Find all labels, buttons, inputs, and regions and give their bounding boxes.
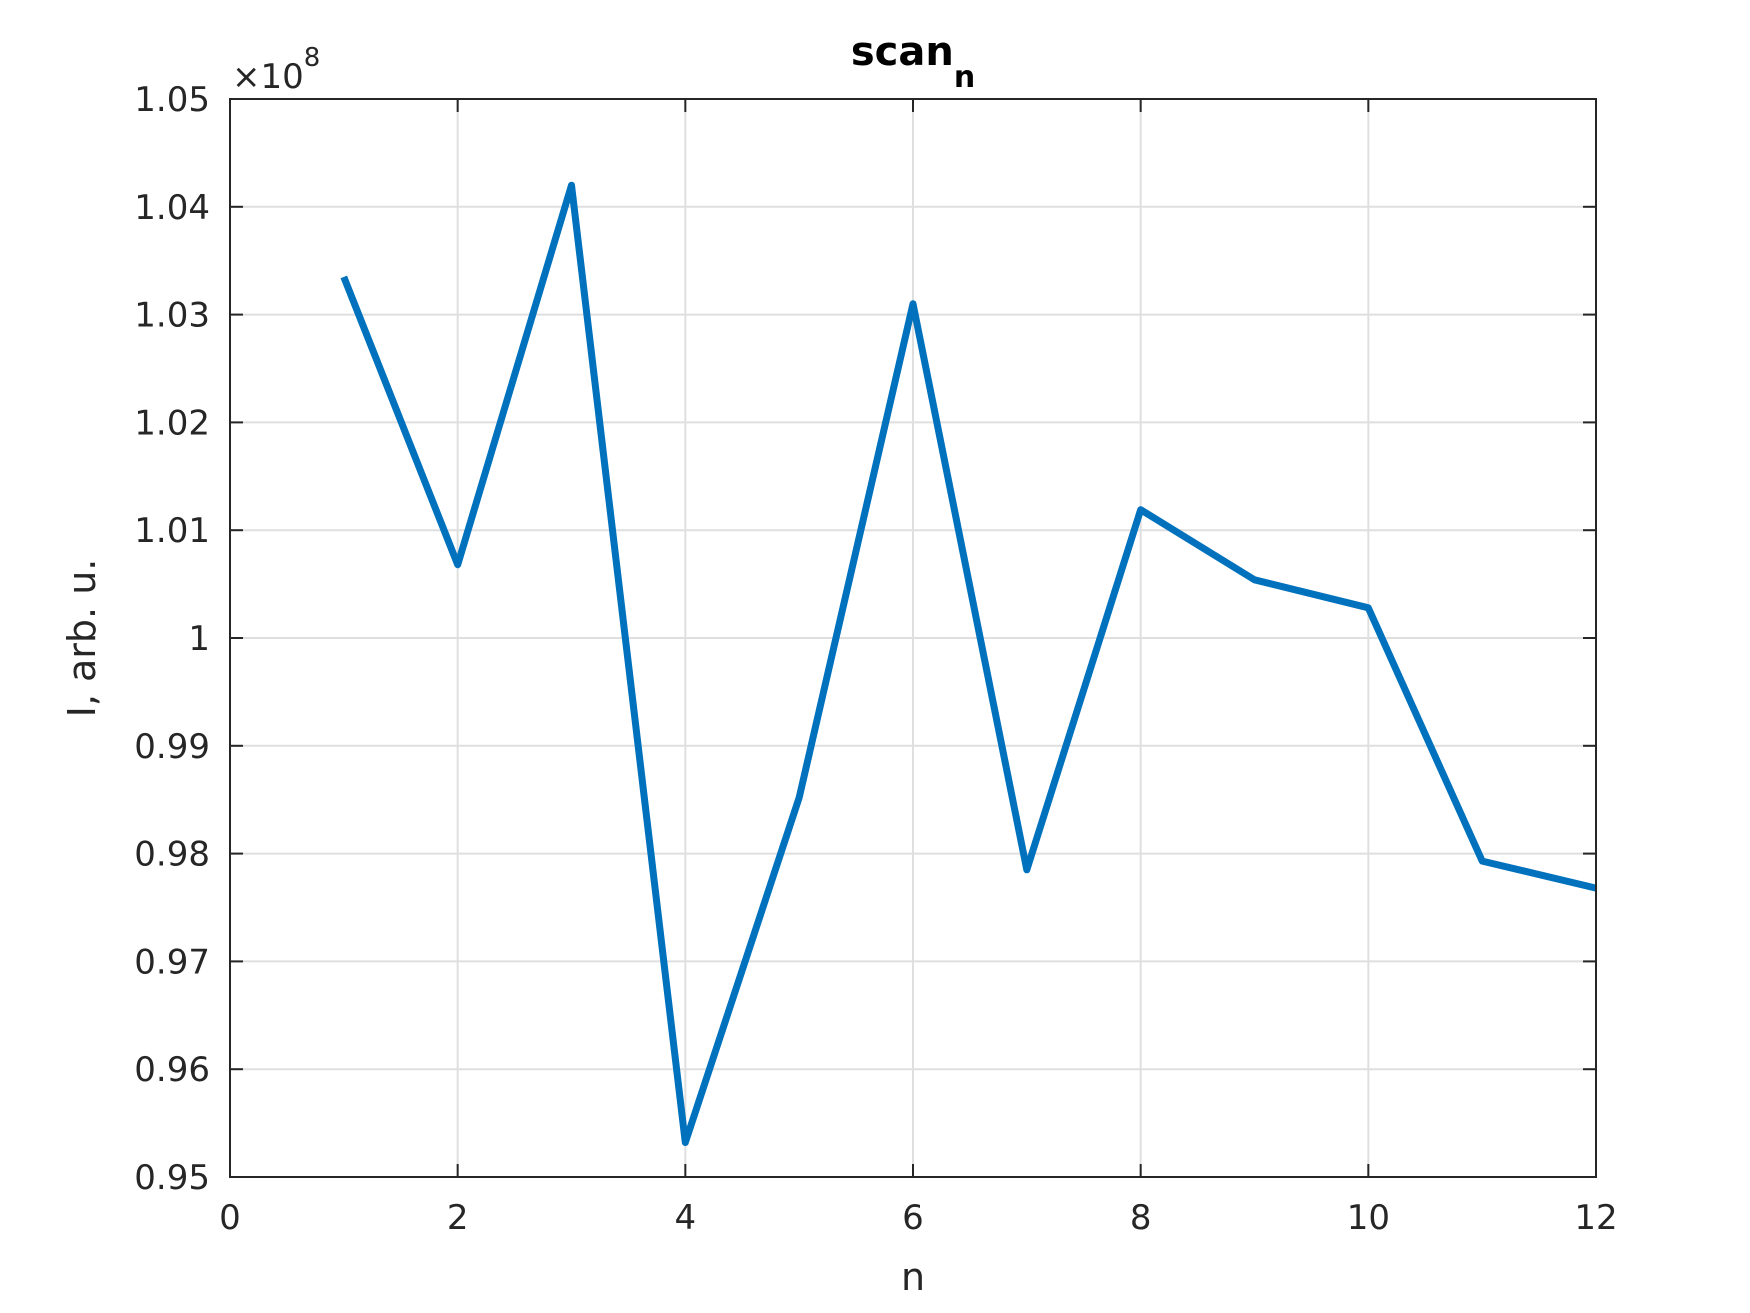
y-multiplier-exponent: 8 (304, 43, 321, 73)
chart-title-main: scan (851, 29, 954, 75)
x-tick-labels: 0 2 4 6 8 10 12 (219, 1198, 1617, 1238)
x-tick-label: 10 (1347, 1198, 1390, 1238)
y-tick-label: 1.05 (134, 80, 210, 120)
x-tick-label: 2 (447, 1198, 469, 1238)
x-axis-label: n (901, 1255, 925, 1299)
series-layer (340, 181, 1597, 1146)
x-tick-label: 12 (1574, 1198, 1617, 1238)
y-tick-label: 0.98 (134, 835, 210, 875)
x-tick-label: 8 (1130, 1198, 1152, 1238)
y-axis-label: I, arb. u. (60, 559, 104, 718)
y-multiplier-base: ×10 (232, 57, 304, 97)
y-tick-label: 0.99 (134, 727, 210, 767)
y-tick-label: 1.02 (134, 403, 210, 443)
y-tick-label: 1 (188, 619, 210, 659)
x-tick-label: 4 (675, 1198, 697, 1238)
y-tick-label: 1.03 (134, 296, 210, 336)
ticks (229, 98, 1597, 1178)
y-tick-label: 1.01 (134, 511, 210, 551)
series-line (340, 181, 1597, 1146)
x-tick-label: 0 (219, 1198, 241, 1238)
chart-title: scann (851, 29, 975, 95)
y-tick-labels: 0.95 0.96 0.97 0.98 0.99 1 1.01 1.02 1.03 1.04 1.0… (134, 80, 210, 1198)
y-multiplier: ×108 (232, 43, 320, 97)
grid (230, 99, 1596, 1177)
y-tick-label: 0.97 (134, 942, 210, 982)
y-tick-label: 0.95 (134, 1158, 210, 1198)
chart-title-subscript: n (954, 60, 975, 95)
y-tick-label: 0.96 (134, 1050, 210, 1090)
y-tick-label: 1.04 (134, 188, 210, 228)
x-tick-label: 6 (902, 1198, 924, 1238)
